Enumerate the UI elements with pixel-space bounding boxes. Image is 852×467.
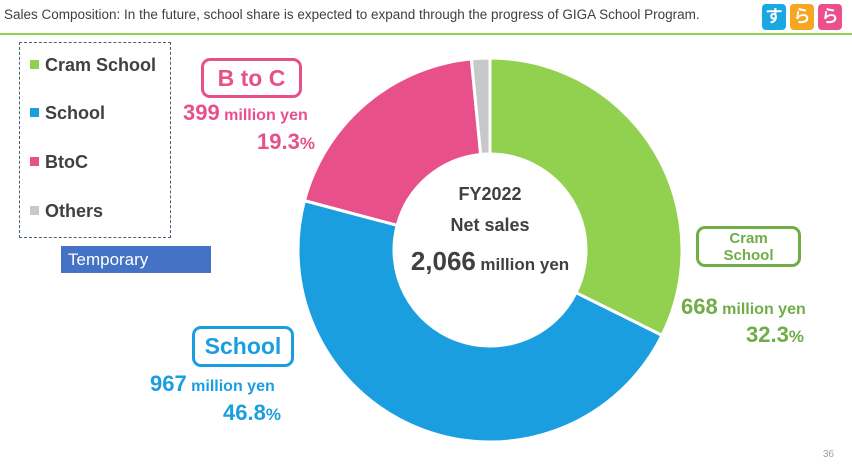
donut-slice-school [296,198,664,444]
temporary-badge: Temporary [61,246,211,273]
cram-school-label-box: Cram School [696,226,801,267]
school-percent: 46.8% [223,400,281,425]
school-value: 967 million yen [150,371,275,396]
legend-swatch-cram-school [30,59,39,69]
legend-swatch-btoc [30,156,39,166]
btoc-percent: 19.3% [257,129,315,154]
legend-swatch-school [30,107,39,117]
donut-slice-btoc [302,57,483,228]
page-title: Sales Composition: In the future, school… [4,7,700,22]
cram-school-percent: 32.3% [746,322,804,347]
legend-swatch-others [30,205,39,215]
legend-item-school: School [30,103,105,124]
page-number: 36 [822,449,834,460]
donut-slice-cram-school [488,56,684,338]
btoc-label-box: B to C [201,58,302,98]
cram-school-value: 668 million yen [681,294,806,319]
school-label-box: School [192,326,294,367]
center-net-sales-label: Net sales [450,215,530,235]
center-fiscal-year: FY2022 [458,184,522,204]
btoc-value: 399 million yen [183,100,308,125]
legend-item-cram-school: Cram School [30,55,156,76]
logo-ra-glyph: ら [790,4,814,30]
center-total: 2,066 million yen [410,246,570,276]
logo-su-glyph: す [762,4,786,30]
legend-item-others: Others [30,201,103,222]
header-divider [0,33,852,35]
chart-legend: Cram School School BtoC Others [19,42,171,238]
logo-ra2-glyph: ら [818,4,842,30]
legend-item-btoc: BtoC [30,152,88,173]
donut-slice-others [469,56,492,157]
